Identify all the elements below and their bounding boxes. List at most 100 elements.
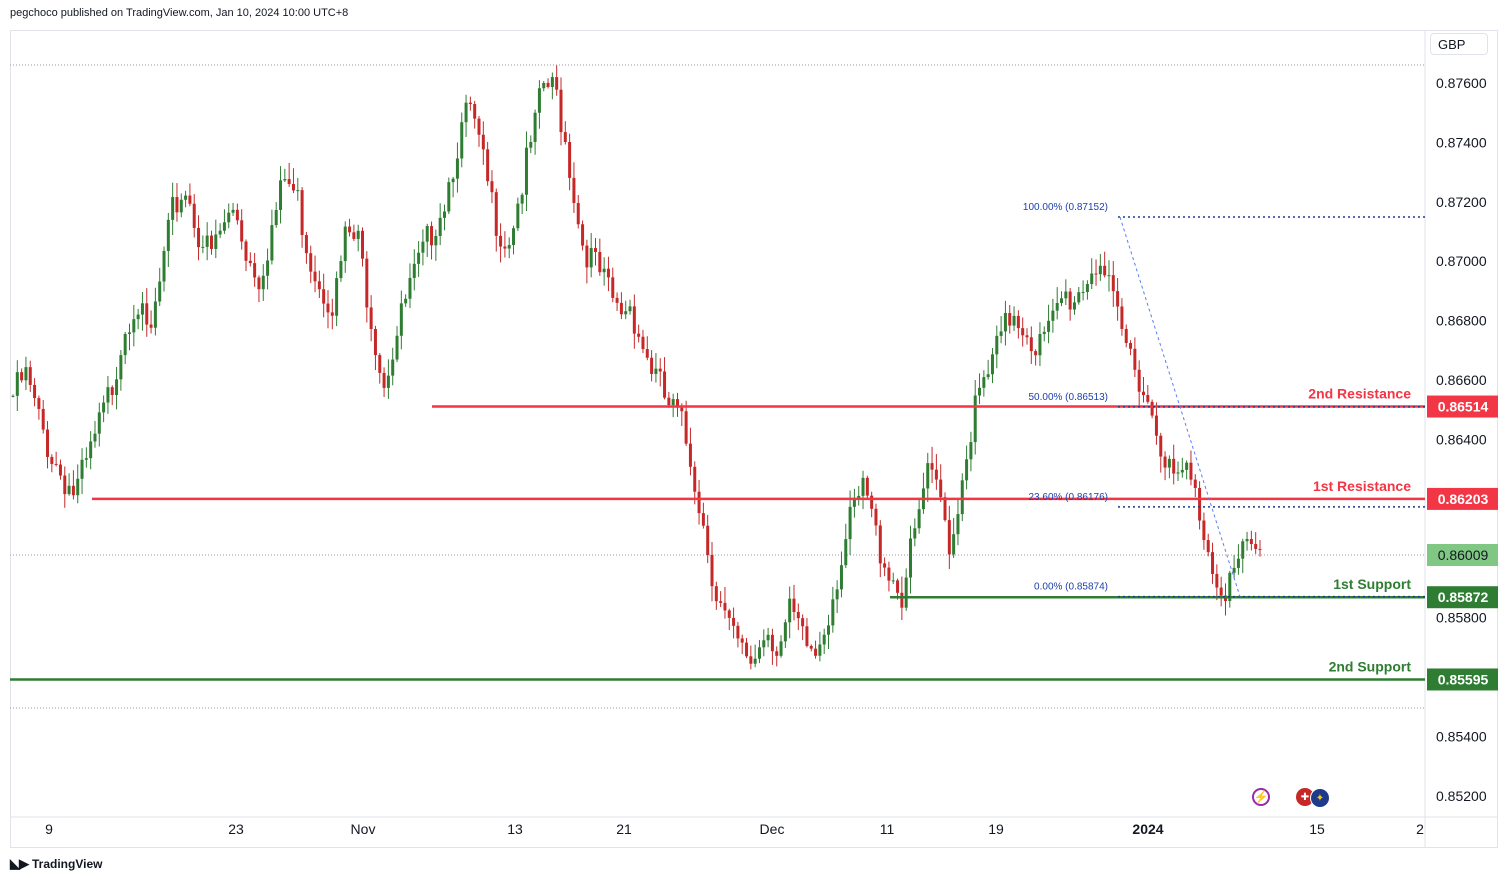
y-tick-label: 0.86400 (1436, 431, 1487, 447)
candle-body (348, 226, 352, 233)
candle-body (430, 226, 434, 246)
support-price-value: 0.85595 (1438, 671, 1489, 687)
candle-body (188, 195, 192, 204)
candle-body (697, 491, 701, 514)
candle-body (1029, 337, 1033, 352)
candle-body (1154, 415, 1158, 436)
candle-body (1180, 469, 1184, 473)
candle-body (960, 480, 964, 515)
candle-body (391, 359, 395, 376)
candle-body (486, 149, 490, 182)
candle-body (1228, 572, 1232, 601)
candle-body (313, 271, 317, 282)
candle-body (637, 333, 641, 337)
candle-body (209, 235, 213, 249)
candle-body (1254, 544, 1258, 549)
candle-body (732, 617, 736, 626)
candle-body (106, 387, 110, 403)
support-label: 1st Support (1333, 576, 1411, 592)
candle-body (46, 429, 50, 457)
candle-body (516, 203, 520, 229)
level-lines: 2nd Resistance 0.86514 1st Resistance 0.862… (10, 386, 1498, 691)
candle-body (632, 306, 636, 334)
candle-body (1042, 331, 1046, 335)
candle-body (1133, 348, 1137, 370)
candle-body (512, 228, 516, 246)
candle-body (222, 222, 226, 231)
candle-body (792, 598, 796, 612)
candle-body (684, 411, 688, 444)
candle-body (248, 260, 252, 264)
candle-body (1107, 275, 1111, 277)
candle-body (244, 241, 248, 261)
candle-body (93, 433, 97, 442)
candle-body (490, 181, 494, 193)
candle-body (1120, 306, 1124, 329)
candle-body (1081, 292, 1085, 294)
candle-body (719, 601, 723, 603)
candle-body (1077, 292, 1081, 303)
candle-body (710, 554, 714, 587)
candle-body (779, 641, 783, 656)
candle-body (943, 497, 947, 521)
x-tick-label: 2 (1416, 821, 1424, 837)
candle-body (572, 177, 576, 204)
candle-body (831, 599, 835, 626)
candle-body (978, 387, 982, 396)
currency-selector[interactable]: GBP (1430, 33, 1488, 55)
candle-body (451, 178, 455, 183)
candle-body (1021, 328, 1025, 336)
candle-body (369, 307, 373, 329)
candle-body (110, 387, 114, 396)
candle-body (102, 402, 106, 413)
candle-body (175, 197, 179, 213)
candle-body (386, 375, 390, 388)
candle-body (227, 212, 231, 223)
uk-flag-icon[interactable]: ✚ (1296, 788, 1314, 806)
candle-body (1072, 302, 1076, 310)
candle-body (71, 485, 75, 496)
candle-body (861, 477, 865, 496)
candle-body (266, 260, 270, 276)
candle-body (913, 528, 917, 539)
candle-body (874, 508, 878, 526)
candle-body (373, 328, 377, 356)
tradingview-logo[interactable]: ◣▶ TradingView (10, 856, 102, 872)
candle-body (1098, 265, 1102, 275)
candle-body (1193, 479, 1197, 488)
candle-body (365, 258, 369, 308)
eu-flag-icon[interactable]: ✦ (1310, 788, 1330, 808)
candle-body (745, 642, 749, 657)
candle-body (304, 235, 308, 254)
y-tick-label: 0.85200 (1436, 788, 1487, 804)
candle-body (1012, 315, 1016, 326)
candle-body (887, 567, 891, 581)
candle-body (753, 658, 757, 664)
chart-frame[interactable] (10, 30, 1498, 848)
candle-body (1116, 291, 1120, 307)
candle-body (749, 656, 753, 664)
candle-body (343, 226, 347, 262)
candle-body (184, 195, 188, 200)
candle-body (499, 235, 503, 247)
candle-body (1163, 456, 1167, 468)
candle-body (1064, 291, 1068, 299)
candle-body (24, 367, 28, 381)
candle-body (1249, 538, 1253, 545)
candle-body (1068, 291, 1072, 310)
candle-body (727, 610, 731, 618)
candle-body (382, 372, 386, 388)
candle-body (658, 368, 662, 372)
candle-body (900, 592, 904, 608)
candle-body (654, 368, 658, 374)
candle-body (839, 565, 843, 590)
x-tick-label: 19 (988, 821, 1004, 837)
fib-level-label: 50.00% (0.86513) (1028, 392, 1108, 403)
candle-body (844, 539, 848, 566)
candle-body (1025, 335, 1029, 338)
candle-body (598, 251, 602, 273)
lightning-icon[interactable]: ⚡ (1252, 788, 1270, 806)
x-tick-label: 13 (507, 821, 523, 837)
candle-body (986, 374, 990, 378)
